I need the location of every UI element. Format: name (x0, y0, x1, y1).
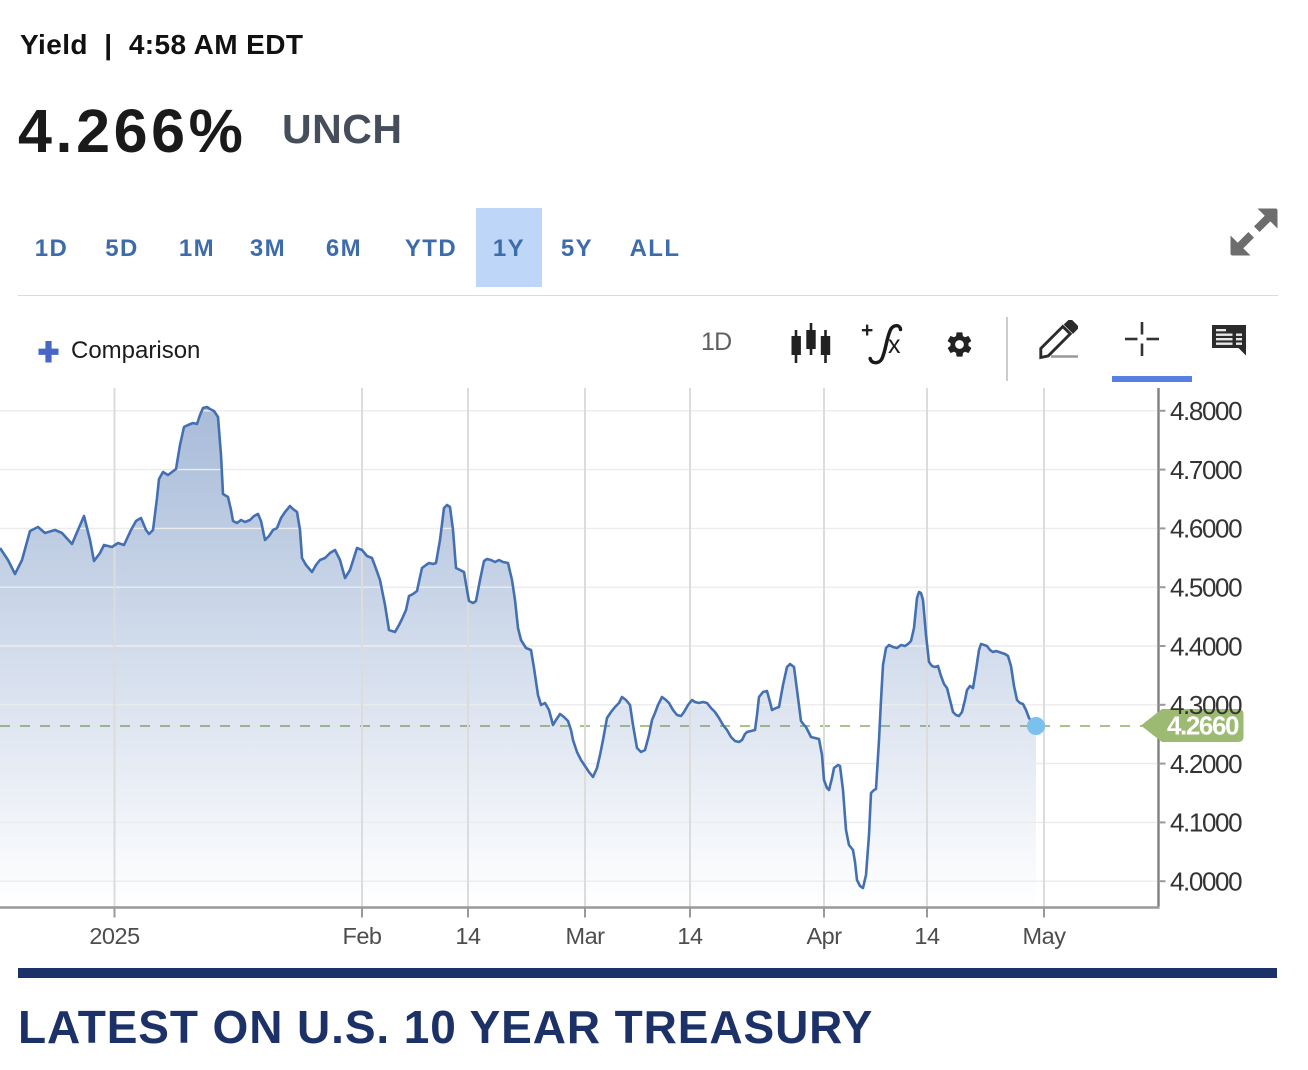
svg-text:14: 14 (455, 923, 481, 949)
svg-text:Mar: Mar (566, 923, 606, 949)
svg-text:Feb: Feb (343, 923, 382, 949)
svg-text:4.7000: 4.7000 (1170, 455, 1242, 485)
svg-text:4.0000: 4.0000 (1170, 867, 1242, 897)
svg-text:4.2660: 4.2660 (1167, 711, 1239, 741)
svg-text:4.2000: 4.2000 (1170, 749, 1242, 779)
svg-text:4.3000: 4.3000 (1170, 690, 1242, 720)
svg-text:4.4000: 4.4000 (1170, 631, 1242, 661)
svg-text:2025: 2025 (89, 923, 140, 949)
svg-text:14: 14 (914, 923, 940, 949)
svg-text:4.5000: 4.5000 (1170, 573, 1242, 603)
svg-text:Apr: Apr (806, 923, 842, 949)
svg-text:4.6000: 4.6000 (1170, 514, 1242, 544)
svg-text:4.1000: 4.1000 (1170, 808, 1242, 838)
svg-text:May: May (1023, 923, 1067, 949)
svg-text:14: 14 (677, 923, 703, 949)
svg-text:4.8000: 4.8000 (1170, 396, 1242, 426)
